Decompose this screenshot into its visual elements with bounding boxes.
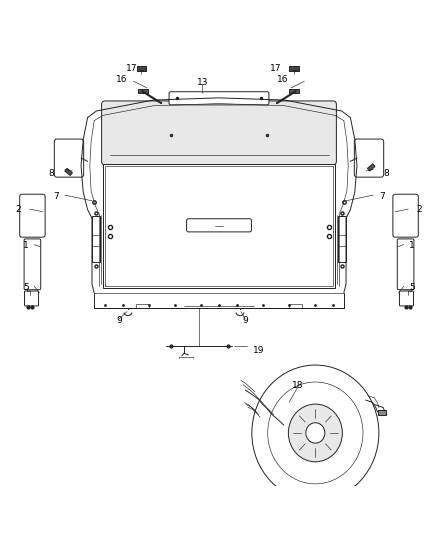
Text: 1: 1 [409,241,415,250]
FancyBboxPatch shape [102,101,336,165]
Text: 7: 7 [379,192,385,201]
FancyBboxPatch shape [169,92,269,105]
Bar [65,168,72,175]
Ellipse shape [288,404,343,462]
Ellipse shape [252,365,379,501]
Text: 9: 9 [116,316,122,325]
Text: 16: 16 [116,75,127,84]
Text: 5: 5 [23,283,29,292]
Text: 16: 16 [277,75,288,84]
Text: 2: 2 [16,205,21,214]
FancyBboxPatch shape [25,291,39,306]
Bar [289,66,299,71]
Text: 8: 8 [383,169,389,178]
Bar [137,66,146,71]
Bar [289,88,299,93]
FancyBboxPatch shape [54,139,84,177]
Ellipse shape [306,423,325,443]
Text: 17: 17 [270,64,282,73]
Text: 5: 5 [409,283,415,292]
FancyBboxPatch shape [393,194,418,237]
Text: 9: 9 [242,316,248,325]
FancyBboxPatch shape [187,219,251,232]
Bar [367,164,375,171]
Text: 7: 7 [53,192,59,201]
FancyBboxPatch shape [20,194,45,237]
FancyBboxPatch shape [397,239,414,290]
Bar [378,410,386,415]
Text: 2: 2 [417,205,422,214]
Text: 19: 19 [253,346,264,355]
Text: 13: 13 [197,78,208,87]
Text: 17: 17 [126,64,137,73]
Text: 18: 18 [292,381,304,390]
FancyBboxPatch shape [24,239,41,290]
Text: 1: 1 [23,241,29,250]
FancyBboxPatch shape [399,291,413,306]
Bar [92,216,100,262]
Bar [338,216,346,262]
Ellipse shape [268,382,363,484]
FancyBboxPatch shape [354,139,384,177]
Bar [103,164,335,288]
Bar [138,88,148,93]
Text: 8: 8 [49,169,55,178]
